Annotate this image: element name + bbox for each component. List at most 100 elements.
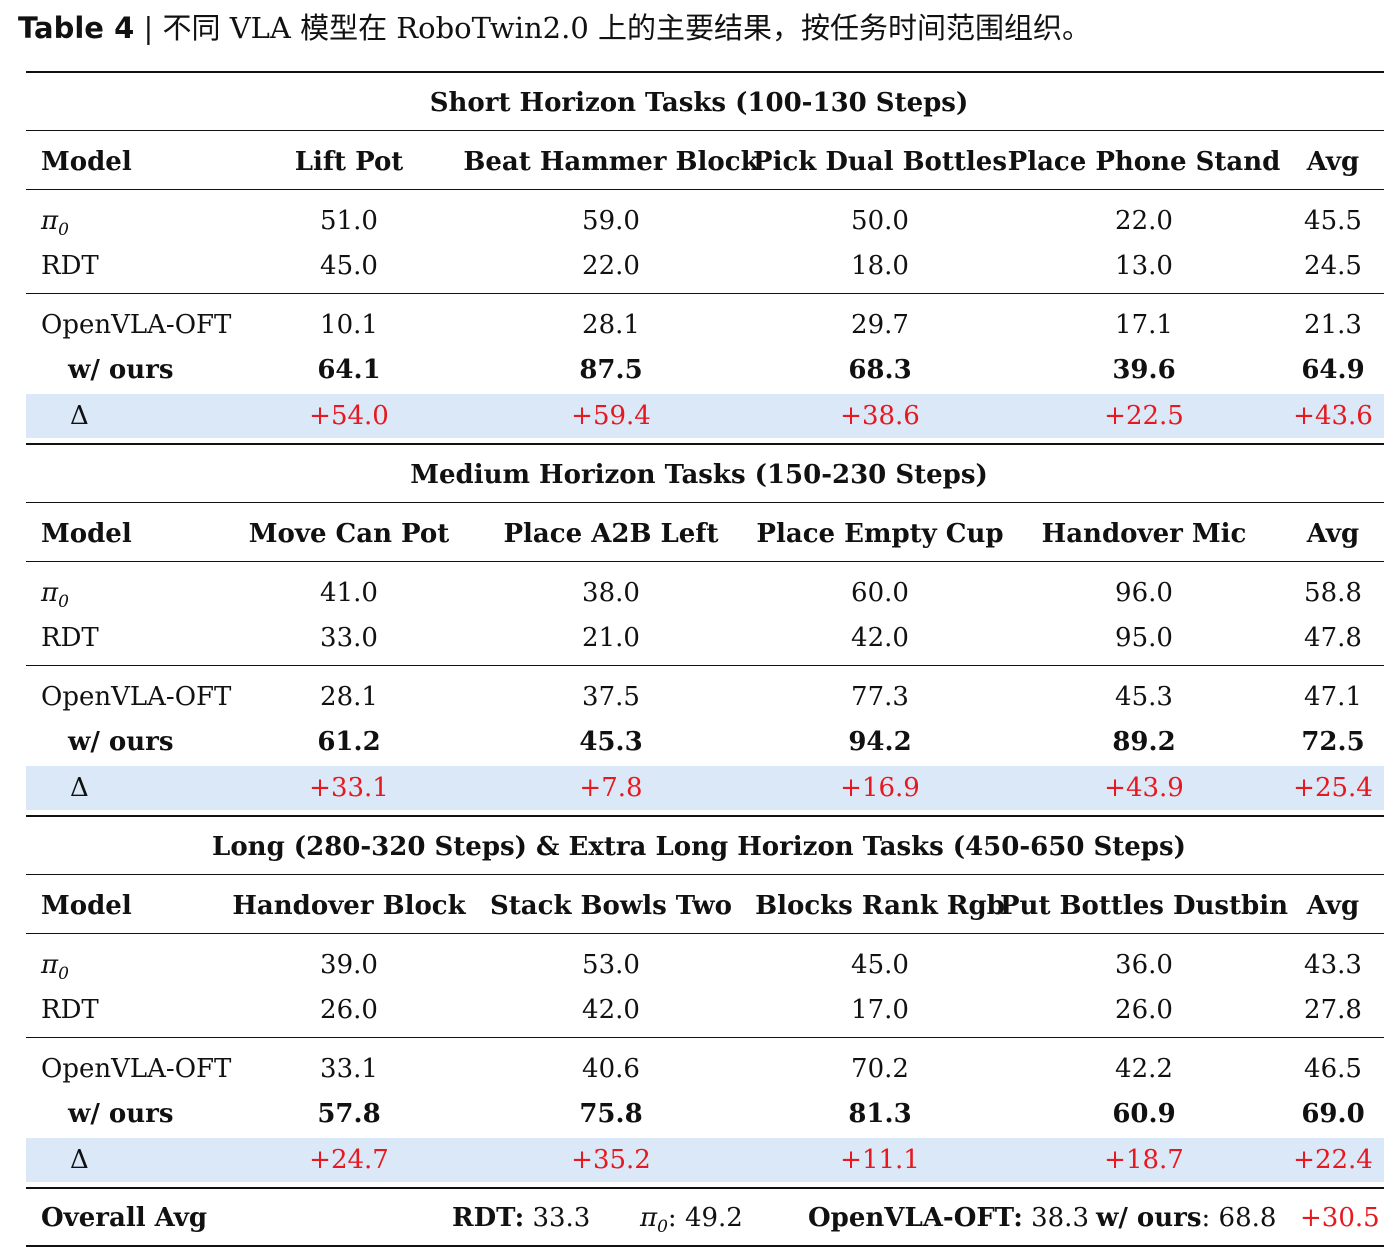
table-row-openvla-oft: OpenVLA-OFT 28.1 37.5 77.3 45.3 47.1 xyxy=(0,677,1398,717)
value-cell: 69.0 xyxy=(1301,1099,1365,1129)
rule-mid xyxy=(26,874,1384,875)
value-cell: 87.5 xyxy=(579,355,643,385)
header-column: Handover Block xyxy=(232,891,466,921)
header-column: Pick Dual Bottles xyxy=(753,147,1007,177)
value-cell: 45.0 xyxy=(320,251,378,281)
value-cell: 18.0 xyxy=(851,251,909,281)
table-row-w-ours: w/ ours 61.2 45.3 94.2 89.2 72.5 xyxy=(0,722,1398,762)
table-row-openvla-oft: OpenVLA-OFT 33.1 40.6 70.2 42.2 46.5 xyxy=(0,1049,1398,1089)
value-cell: 41.0 xyxy=(320,578,378,608)
header-column: Avg xyxy=(1306,891,1360,921)
row-label: Δ xyxy=(70,1145,89,1175)
value-cell: 47.1 xyxy=(1304,682,1362,712)
overall-delta: +30.5 xyxy=(1300,1203,1380,1233)
section-title: Short Horizon Tasks (100-130 Steps) xyxy=(429,88,969,118)
rule-top xyxy=(26,443,1384,445)
rule-header-bottom xyxy=(26,189,1384,190)
table-row-rdt: RDT 33.0 21.0 42.0 95.0 47.8 xyxy=(0,618,1398,658)
rule-mid xyxy=(26,502,1384,503)
header-column: Avg xyxy=(1306,519,1360,549)
rule-mid xyxy=(26,130,1384,131)
table-row-pi0: π0 41.0 38.0 60.0 96.0 58.8 xyxy=(0,573,1398,613)
value-cell: 61.2 xyxy=(317,727,381,757)
value-cell: 46.5 xyxy=(1304,1054,1362,1084)
value-cell: 37.5 xyxy=(582,682,640,712)
delta-band xyxy=(26,394,1384,438)
value-cell: 43.3 xyxy=(1304,950,1362,980)
table-row-w-ours: w/ ours 57.8 75.8 81.3 60.9 69.0 xyxy=(0,1094,1398,1134)
overall-avg-row: Overall Avg RDT: 33.3 π0: 49.2 OpenVLA-O… xyxy=(0,1198,1398,1238)
value-cell: 28.1 xyxy=(320,682,378,712)
value-cell: 27.8 xyxy=(1304,995,1362,1025)
value-cell: 45.3 xyxy=(1115,682,1173,712)
value-cell: 36.0 xyxy=(1115,950,1173,980)
value-cell: 22.0 xyxy=(582,251,640,281)
header-row: Model Handover Block Stack Bowls Two Blocks… xyxy=(0,886,1398,926)
value-cell: 72.5 xyxy=(1301,727,1365,757)
overall-avg-label: Overall Avg xyxy=(41,1203,208,1233)
value-cell: 47.8 xyxy=(1304,623,1362,653)
section-title: Medium Horizon Tasks (150-230 Steps) xyxy=(410,460,988,490)
row-label: OpenVLA-OFT xyxy=(41,682,232,712)
value-cell: 33.0 xyxy=(320,623,378,653)
value-cell: 38.0 xyxy=(582,578,640,608)
row-label: OpenVLA-OFT xyxy=(41,1054,232,1084)
header-model: Model xyxy=(41,891,132,921)
value-cell: +38.6 xyxy=(840,401,920,431)
value-cell: 33.1 xyxy=(320,1054,378,1084)
value-cell: 51.0 xyxy=(320,206,378,236)
row-label: w/ ours xyxy=(68,355,174,385)
value-cell: +16.9 xyxy=(840,773,920,803)
value-cell: 70.2 xyxy=(851,1054,909,1084)
value-cell: 42.2 xyxy=(1115,1054,1173,1084)
row-label: RDT xyxy=(41,623,99,653)
value-cell: 94.2 xyxy=(848,727,912,757)
value-cell: 64.1 xyxy=(317,355,381,385)
value-cell: 81.3 xyxy=(848,1099,912,1129)
header-column: Place Phone Stand xyxy=(1007,147,1281,177)
row-label: Δ xyxy=(70,773,89,803)
value-cell: 64.9 xyxy=(1301,355,1365,385)
value-cell: 42.0 xyxy=(582,995,640,1025)
rule-overall-top xyxy=(26,1187,1384,1189)
table-row-openvla-oft: OpenVLA-OFT 10.1 28.1 29.7 17.1 21.3 xyxy=(0,305,1398,345)
value-cell: 45.3 xyxy=(579,727,643,757)
value-cell: 60.9 xyxy=(1112,1099,1176,1129)
value-cell: 21.3 xyxy=(1304,310,1362,340)
value-cell: +35.2 xyxy=(571,1145,651,1175)
value-cell: 40.6 xyxy=(582,1054,640,1084)
overall-pi0-label: π0 xyxy=(640,1203,668,1238)
overall-ours: w/ ours: 68.8 xyxy=(1096,1203,1277,1233)
header-column: Stack Bowls Two xyxy=(489,891,733,921)
value-cell: +59.4 xyxy=(571,401,651,431)
table-row-delta: Δ +24.7 +35.2 +11.1 +18.7 +22.4 xyxy=(0,1140,1398,1180)
caption-label: Table 4 xyxy=(18,11,135,45)
value-cell: 68.3 xyxy=(848,355,912,385)
row-label: π0 xyxy=(41,578,69,613)
row-label: RDT xyxy=(41,995,99,1025)
value-cell: 22.0 xyxy=(1115,206,1173,236)
table-row-w-ours: w/ ours 64.1 87.5 68.3 39.6 64.9 xyxy=(0,350,1398,390)
rule-header-bottom xyxy=(26,561,1384,562)
value-cell: 13.0 xyxy=(1115,251,1173,281)
header-model: Model xyxy=(41,147,132,177)
row-label: OpenVLA-OFT xyxy=(41,310,232,340)
header-row: Model Move Can Pot Place A2B Left Place Emp… xyxy=(0,514,1398,554)
value-cell: 89.2 xyxy=(1112,727,1176,757)
value-cell: +22.4 xyxy=(1293,1145,1373,1175)
value-cell: 60.0 xyxy=(851,578,909,608)
table-row-rdt: RDT 26.0 42.0 17.0 26.0 27.8 xyxy=(0,990,1398,1030)
row-label: π0 xyxy=(41,206,69,241)
value-cell: 17.0 xyxy=(851,995,909,1025)
rule-group xyxy=(26,665,1384,666)
header-column: Beat Hammer Block xyxy=(463,147,759,177)
delta-band xyxy=(26,1138,1384,1182)
table-row-delta: Δ +33.1 +7.8 +16.9 +43.9 +25.4 xyxy=(0,768,1398,808)
value-cell: +25.4 xyxy=(1293,773,1373,803)
value-cell: 21.0 xyxy=(582,623,640,653)
value-cell: 26.0 xyxy=(1115,995,1173,1025)
overall-pi0: π0: 49.2 xyxy=(640,1203,743,1238)
value-cell: +54.0 xyxy=(309,401,389,431)
header-column: Put Bottles Dustbin xyxy=(999,891,1289,921)
overall-rdt: RDT: 33.3 xyxy=(452,1203,591,1233)
